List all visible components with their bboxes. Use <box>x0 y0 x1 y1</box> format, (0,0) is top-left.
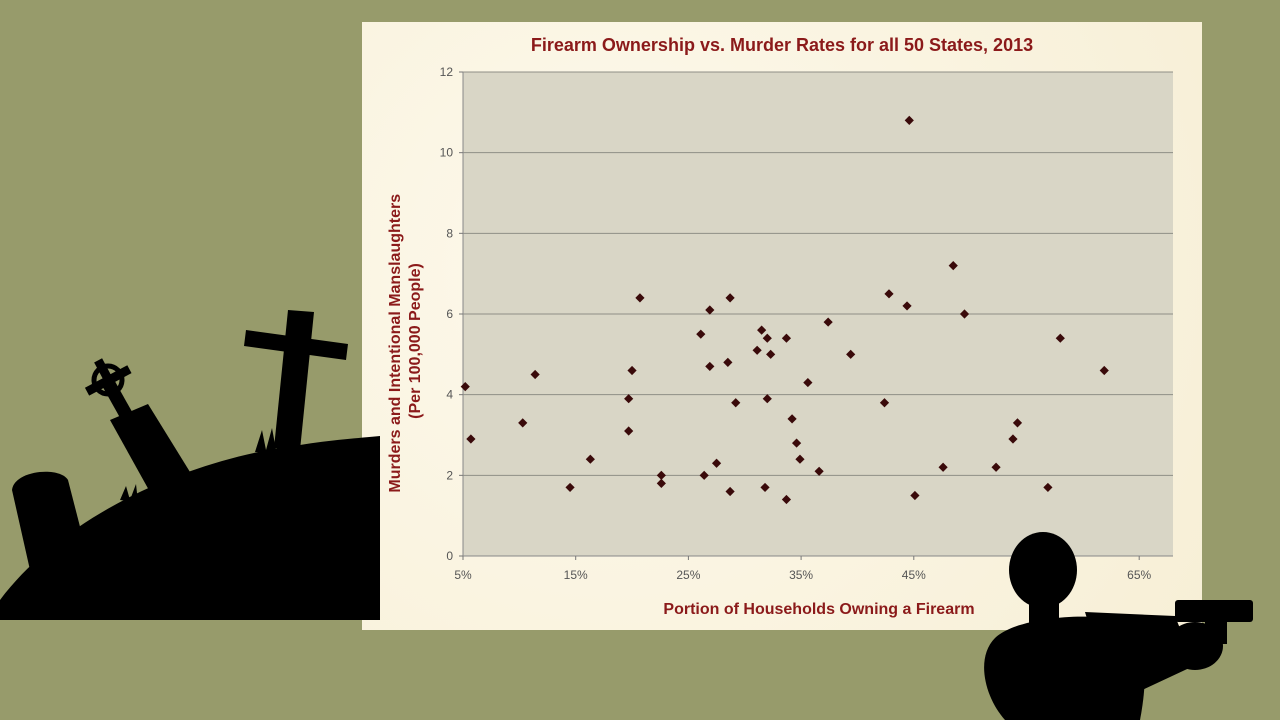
data-point <box>624 394 634 404</box>
scatter-chart: Firearm Ownership vs. Murder Rates for a… <box>387 35 1173 618</box>
data-point <box>787 414 797 424</box>
data-point <box>814 466 824 476</box>
y-tick-label: 12 <box>440 65 454 79</box>
data-point <box>725 293 735 303</box>
data-point <box>910 490 920 501</box>
gridlines <box>463 71 1173 476</box>
data-point <box>723 357 733 367</box>
y-axis-label-line1: Murders and Intentional Manslaughters <box>387 194 404 493</box>
data-point <box>781 494 792 505</box>
data-point <box>530 369 540 380</box>
y-tick-label: 2 <box>446 468 453 482</box>
data-point <box>656 470 666 480</box>
data-point <box>1099 365 1109 376</box>
x-tick-label: 5% <box>454 568 472 582</box>
data-point <box>752 345 762 355</box>
data-point <box>938 462 948 472</box>
data-point <box>791 438 802 448</box>
data-point <box>1043 482 1053 493</box>
x-tick-label: 35% <box>789 568 813 582</box>
graveyard-silhouette-icon <box>0 310 380 620</box>
data-point <box>1012 418 1023 428</box>
data-point <box>635 293 645 303</box>
data-point <box>696 329 706 339</box>
data-point <box>731 398 741 408</box>
x-tick-labels: 5% 15% 25% 35% 45% 65% <box>454 556 1152 582</box>
y-axis-label-line2: (Per 100,000 People) <box>407 263 424 419</box>
y-tick-labels: 0 2 4 6 8 10 12 <box>440 65 463 563</box>
data-point <box>656 478 666 488</box>
data-point <box>781 333 792 343</box>
data-point <box>762 333 772 343</box>
y-tick-label: 4 <box>446 388 453 402</box>
data-point <box>766 349 776 359</box>
data-point <box>705 305 715 315</box>
x-axis-label: Portion of Households Owning a Firearm <box>663 601 974 618</box>
data-point <box>699 470 709 480</box>
data-point <box>902 301 912 311</box>
data-point <box>846 349 856 359</box>
y-tick-label: 0 <box>446 549 453 563</box>
data-point <box>725 486 735 497</box>
data-point <box>795 454 805 464</box>
x-tick-label: 15% <box>564 568 588 582</box>
chart-title: Firearm Ownership vs. Murder Rates for a… <box>531 35 1033 55</box>
data-point <box>1055 333 1065 343</box>
data-point <box>705 361 715 372</box>
y-axis-label: Murders and Intentional Manslaughters (P… <box>387 189 424 492</box>
x-tick-label: 65% <box>1127 568 1151 582</box>
data-point <box>762 394 772 404</box>
gunman-silhouette-icon <box>984 532 1253 720</box>
data-point <box>803 377 813 388</box>
x-tick-label: 25% <box>676 568 700 582</box>
data-point <box>904 115 914 125</box>
data-point <box>959 309 970 319</box>
data-point <box>884 289 894 299</box>
data-point <box>757 325 767 335</box>
data-point <box>879 398 890 408</box>
y-tick-label: 8 <box>446 226 453 240</box>
data-point <box>711 458 722 468</box>
x-tick-label: 45% <box>902 568 926 582</box>
y-tick-label: 10 <box>440 146 454 160</box>
chart-panel: Firearm Ownership vs. Murder Rates for a… <box>362 22 1202 630</box>
y-tick-label: 6 <box>446 307 453 321</box>
data-point <box>760 482 770 493</box>
data-point <box>460 382 470 392</box>
data-point <box>624 426 634 436</box>
data-point <box>1008 434 1018 444</box>
data-point <box>823 317 833 327</box>
data-point <box>627 365 637 376</box>
data-point <box>991 462 1001 472</box>
